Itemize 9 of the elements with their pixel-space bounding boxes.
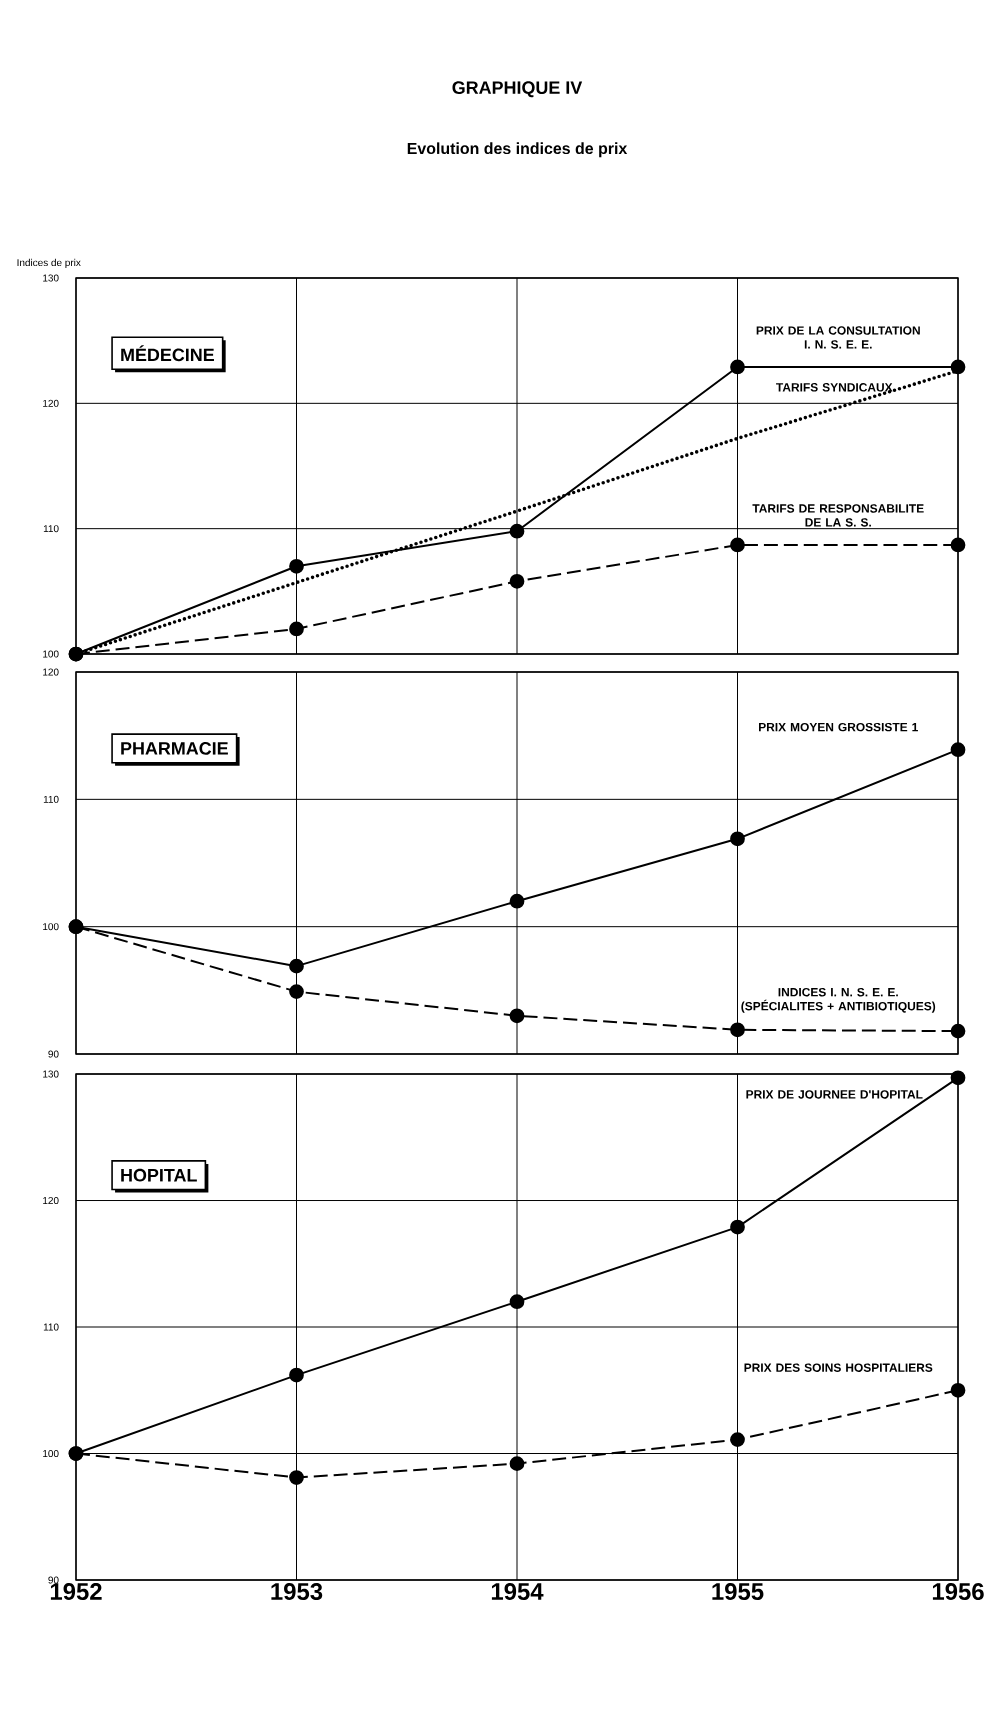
x-tick-label: 1955 (712, 1583, 764, 1600)
text: GRAPHIQUE IV (452, 81, 583, 98)
x-tick-label: 1954 (491, 1583, 544, 1600)
x-tick-label: 1952 (50, 1583, 102, 1600)
x-tick-label: 1956 (932, 1583, 984, 1600)
text: MÉDECINE (121, 345, 214, 362)
text: PHARMACIE (121, 742, 228, 755)
text: HOPITAL (121, 1168, 197, 1182)
x-tick-label: 1953 (271, 1583, 323, 1601)
